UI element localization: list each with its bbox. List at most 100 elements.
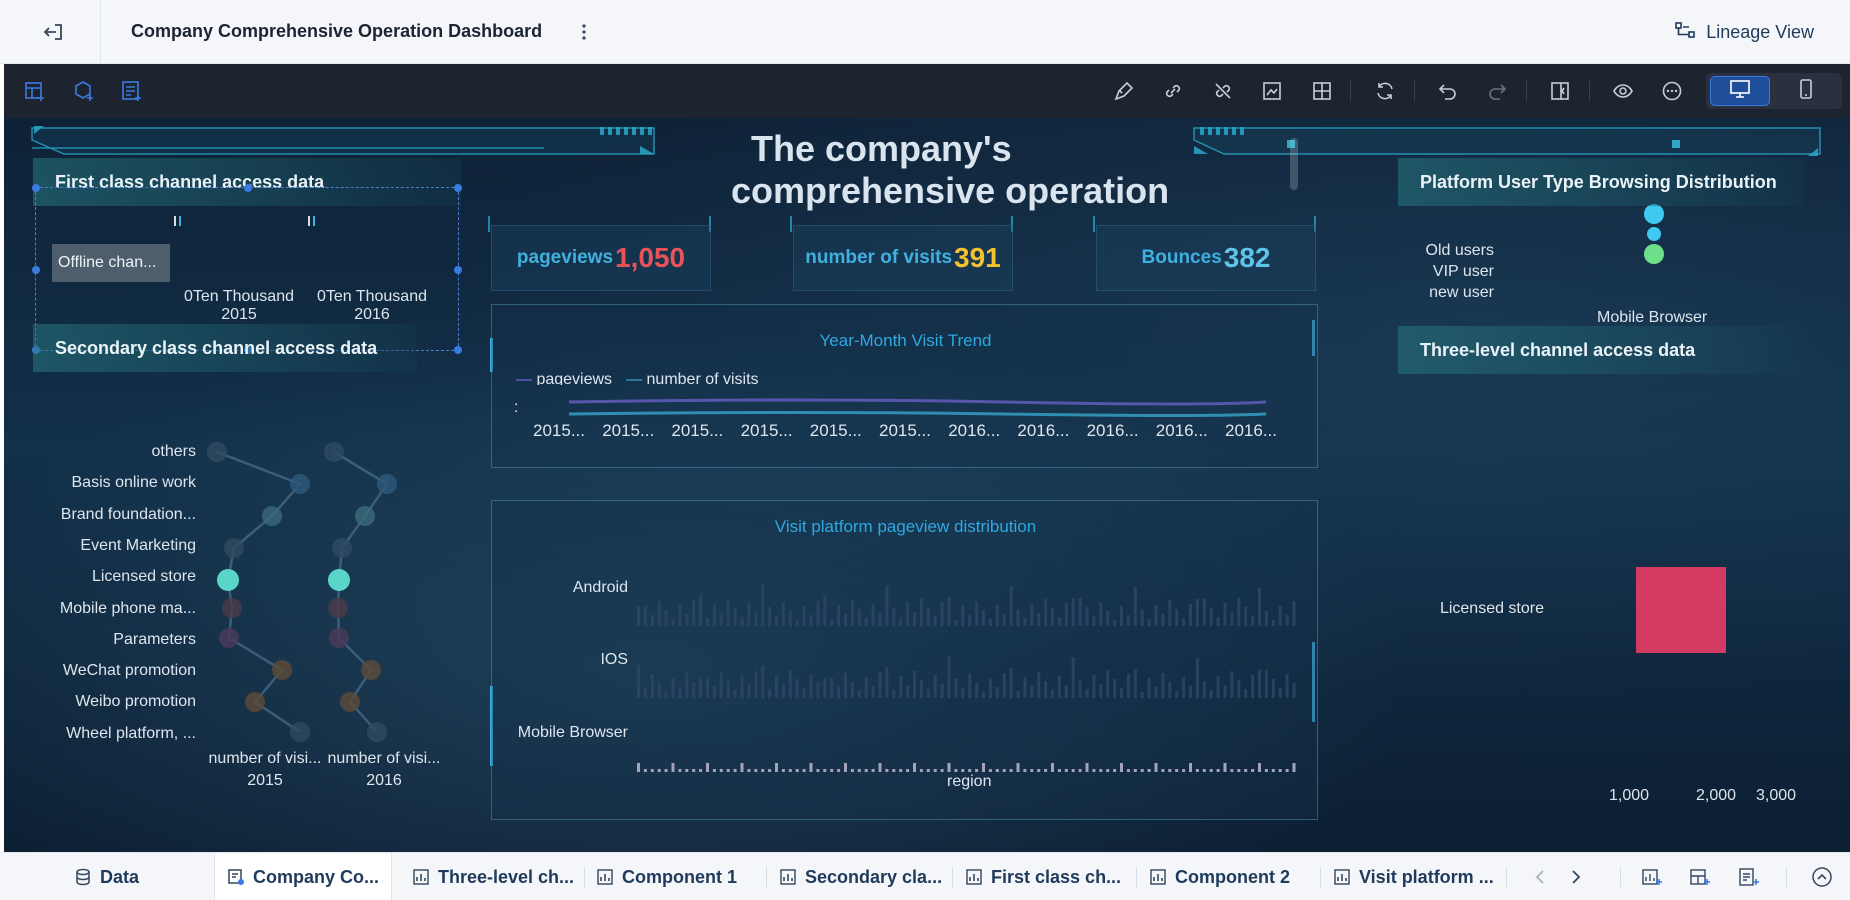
platform-bar [671,678,675,698]
tab-data[interactable]: Data [74,853,139,900]
platform-bar [768,689,772,698]
add-dashboard-sheet-icon[interactable] [1688,865,1712,889]
resize-handle[interactable] [454,184,462,192]
resize-handle[interactable] [244,184,252,192]
add-text-icon[interactable] [118,77,146,105]
resize-handle[interactable] [454,346,462,354]
more-horizontal-icon[interactable] [1658,77,1686,105]
secondary-panel-title[interactable]: Secondary class channel access data [33,324,417,372]
page-title: Company Comprehensive Operation Dashboar… [131,21,543,41]
platform-bar [747,603,751,626]
platform-bar [1271,769,1275,772]
platform-bar [899,769,903,772]
platform-bar [1195,599,1199,626]
chart-tooltip: Offline chan... [52,244,170,282]
platform-bar [1244,607,1248,626]
platform-bar [816,769,820,772]
platform-bar [892,769,896,772]
x-tick-label: 2016... [1155,421,1208,440]
resize-handle[interactable] [454,266,462,274]
platform-bar [1051,608,1054,626]
platform-bar [1126,769,1130,772]
redo-icon[interactable] [1483,77,1511,105]
dashboard-title-line2: comprehensive operation [731,170,1170,211]
platform-bar [643,769,647,772]
tab-component-2[interactable]: Component 2 [1149,853,1290,900]
publish-icon[interactable] [1110,77,1138,105]
undo-icon[interactable] [1434,77,1462,105]
chevron-right-icon[interactable] [1564,865,1588,889]
kpi-card-pageviews[interactable]: pageviews 1,050 [491,225,711,291]
kpi-card-bounces[interactable]: Bounces 382 [1096,225,1316,291]
platform-bar [1002,614,1006,626]
resize-handle[interactable] [32,184,40,192]
add-component-icon[interactable] [70,77,98,105]
platform-bar [781,684,785,698]
x-tick-label: 2015... [602,421,655,440]
x-tick-label: 2015... [533,421,585,440]
tab-secondary-class[interactable]: Secondary cla... [779,853,942,900]
platform-bar [1230,612,1234,626]
platform-bar [906,769,910,772]
platform-bar [961,688,965,698]
platform-bar [678,605,682,626]
tab-component-1[interactable]: Component 1 [596,853,737,900]
image-chart-icon[interactable] [1258,77,1286,105]
refresh-icon[interactable] [1371,77,1399,105]
divider [584,867,585,887]
category-label: Event Marketing [80,536,196,554]
resize-handle[interactable] [32,266,40,274]
platform-bar [1271,620,1275,626]
legend-pageviews[interactable]: — pageviews [516,371,613,385]
legend-visits[interactable]: — number of visits [626,371,759,385]
platform-bars [637,584,1296,772]
platform-bar [1044,681,1048,698]
trend-chart[interactable]: Year-Month Visit Trend — pageviews — num… [491,304,1318,468]
add-chart-sheet-icon[interactable] [1640,865,1664,889]
platform-bar [823,678,827,698]
add-chart-icon[interactable] [21,77,49,105]
link-icon[interactable] [1159,77,1187,105]
tab-first-class[interactable]: First class ch... [965,853,1121,900]
platform-bar [1161,769,1165,772]
user-type-panel-title[interactable]: Platform User Type Browsing Distribution [1398,158,1804,206]
platform-chart[interactable]: Visit platform pageview distribution And… [491,500,1318,820]
platform-bar [726,599,730,626]
platform-bar [692,600,696,626]
platform-bar [1030,604,1034,626]
platform-bar [650,769,654,772]
grid-layout-icon[interactable] [1308,77,1336,105]
desktop-view-button[interactable] [1710,76,1770,106]
tab-three-level[interactable]: Three-level ch... [412,853,574,900]
platform-bar [761,769,765,772]
mobile-view-button[interactable] [1776,76,1836,106]
divider [1414,81,1415,101]
three-level-panel-title[interactable]: Three-level channel access data [1398,326,1804,374]
first-class-panel-title[interactable]: First class channel access data [33,158,461,206]
lineage-view-button[interactable]: Lineage View [1674,19,1814,45]
tab-company-dashboard[interactable]: Company Co... [214,853,393,900]
more-vertical-icon[interactable] [574,20,594,44]
title-bar: Company Comprehensive Operation Dashboar… [0,0,1850,64]
preview-icon[interactable] [1609,77,1637,105]
exit-icon[interactable] [36,18,70,46]
platform-bar [699,595,703,626]
chevron-left-icon[interactable] [1528,865,1552,889]
platform-bar [864,618,868,626]
mobile-icon [1798,78,1814,104]
collapse-up-icon[interactable] [1810,865,1834,889]
platform-bar [1182,677,1186,698]
chart-icon [1333,868,1351,886]
platform-bar [885,667,889,698]
platform-bar [1085,607,1089,626]
kpi-card-visits[interactable]: number of visits 391 [793,225,1013,291]
platform-bar [1002,673,1006,698]
unlink-icon[interactable] [1209,77,1237,105]
add-report-sheet-icon[interactable] [1737,865,1761,889]
platform-bar [968,674,972,698]
database-icon [74,868,92,886]
platform-bar [1037,613,1041,626]
platform-bar [1258,670,1261,698]
sidebar-toggle-icon[interactable] [1546,77,1574,105]
tab-visit-platform[interactable]: Visit platform ... [1333,853,1494,900]
